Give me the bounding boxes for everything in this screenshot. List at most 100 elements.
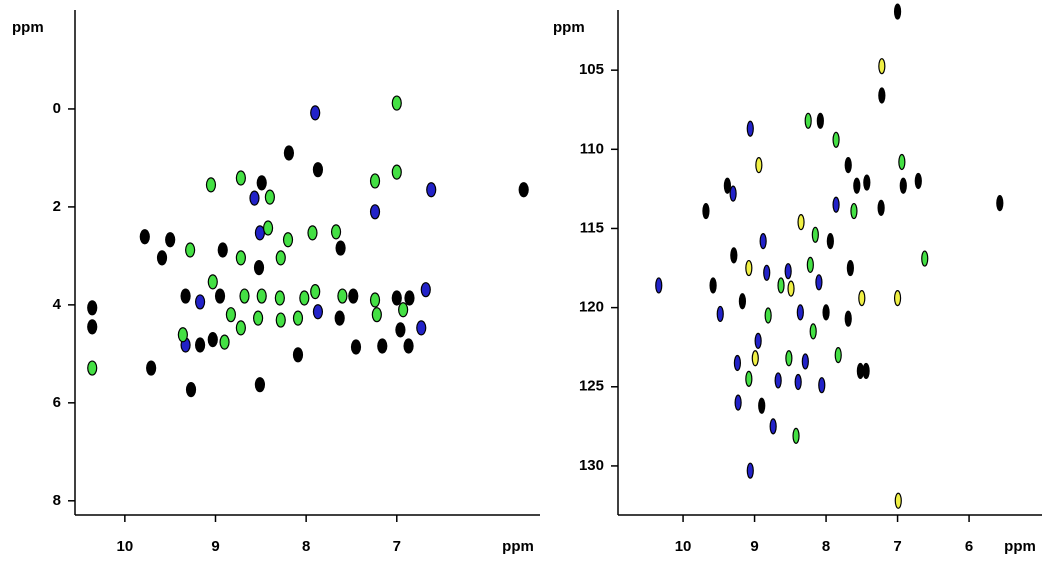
peak (755, 157, 763, 174)
peak (709, 277, 717, 294)
peak (194, 294, 206, 310)
y-tick-label: 8 (53, 492, 61, 509)
peak (337, 288, 348, 304)
peak (416, 320, 427, 336)
x-tick-label: 8 (302, 538, 310, 555)
y-axis-label: ppm (553, 19, 585, 36)
peak (858, 290, 866, 307)
peak (850, 202, 858, 220)
peak (249, 190, 260, 206)
peak (264, 189, 275, 205)
peak (398, 302, 409, 318)
y-tick-label: 2 (53, 198, 61, 215)
peak (256, 175, 267, 191)
peak (330, 224, 342, 240)
peak (914, 172, 922, 190)
peak (219, 334, 230, 350)
peak (310, 105, 321, 121)
y-tick-label: 115 (580, 219, 604, 236)
peak (235, 170, 246, 186)
peak (856, 362, 864, 380)
peak (894, 492, 902, 509)
peak (205, 177, 217, 193)
peak (716, 305, 724, 323)
peak (282, 232, 294, 248)
peak (146, 360, 157, 376)
peak (312, 162, 324, 178)
peak (254, 377, 266, 393)
x-tick-label: 6 (965, 538, 973, 555)
peak (822, 304, 830, 321)
peak (862, 362, 870, 380)
peak (878, 58, 886, 75)
y-tick-label: 6 (53, 394, 61, 411)
peak (292, 310, 304, 326)
peak (877, 199, 885, 216)
y-tick-label: 120 (579, 299, 604, 316)
peak (253, 260, 265, 276)
peak (275, 312, 286, 328)
peak (816, 112, 824, 129)
peak (878, 87, 886, 104)
peak (369, 173, 381, 189)
x-tick-label: 10 (675, 538, 692, 555)
y-tick-label: 125 (579, 378, 604, 395)
peak (217, 242, 228, 258)
peak (369, 204, 381, 220)
x-tick-label: 7 (893, 538, 901, 555)
peak (377, 338, 388, 354)
peak (730, 247, 738, 264)
peak (811, 226, 819, 243)
peak (794, 373, 802, 391)
peak (754, 332, 762, 349)
y-tick-label: 0 (53, 100, 61, 117)
peak (165, 232, 176, 248)
peak (846, 259, 854, 277)
peak (156, 250, 168, 266)
peak (832, 196, 840, 213)
peak (806, 256, 814, 273)
peak (792, 427, 800, 444)
peak (745, 259, 753, 277)
peak (369, 292, 381, 308)
peak (826, 233, 834, 250)
y-tick-label: 110 (580, 140, 604, 157)
peak (518, 182, 529, 198)
peak (274, 290, 285, 306)
peak (348, 288, 359, 304)
peak (738, 293, 747, 310)
peak (239, 288, 250, 304)
peak (853, 177, 861, 194)
peak (185, 382, 197, 398)
peak (787, 280, 795, 297)
peak (893, 3, 902, 20)
peak (733, 354, 742, 372)
peak (139, 229, 150, 245)
peak (702, 202, 710, 220)
peak (275, 250, 286, 266)
peak (746, 462, 754, 479)
x-tick-label: 10 (117, 538, 134, 555)
y-axis-label: ppm (12, 19, 44, 36)
peak (420, 282, 431, 298)
peak (371, 307, 382, 323)
peak (194, 337, 206, 353)
peak (921, 250, 929, 267)
peak (334, 310, 345, 326)
peak (844, 157, 852, 174)
peak (751, 350, 759, 367)
peak (784, 263, 792, 280)
x-tick-label: 8 (822, 538, 830, 555)
peak (809, 323, 817, 340)
peak (734, 394, 742, 411)
peak (797, 214, 805, 231)
peak (307, 225, 318, 241)
peak (283, 145, 295, 161)
y-tick-label: 4 (53, 296, 62, 313)
peak (391, 95, 402, 111)
peak (350, 339, 362, 355)
peak (235, 250, 246, 266)
peak (898, 153, 906, 171)
peak (256, 288, 267, 304)
